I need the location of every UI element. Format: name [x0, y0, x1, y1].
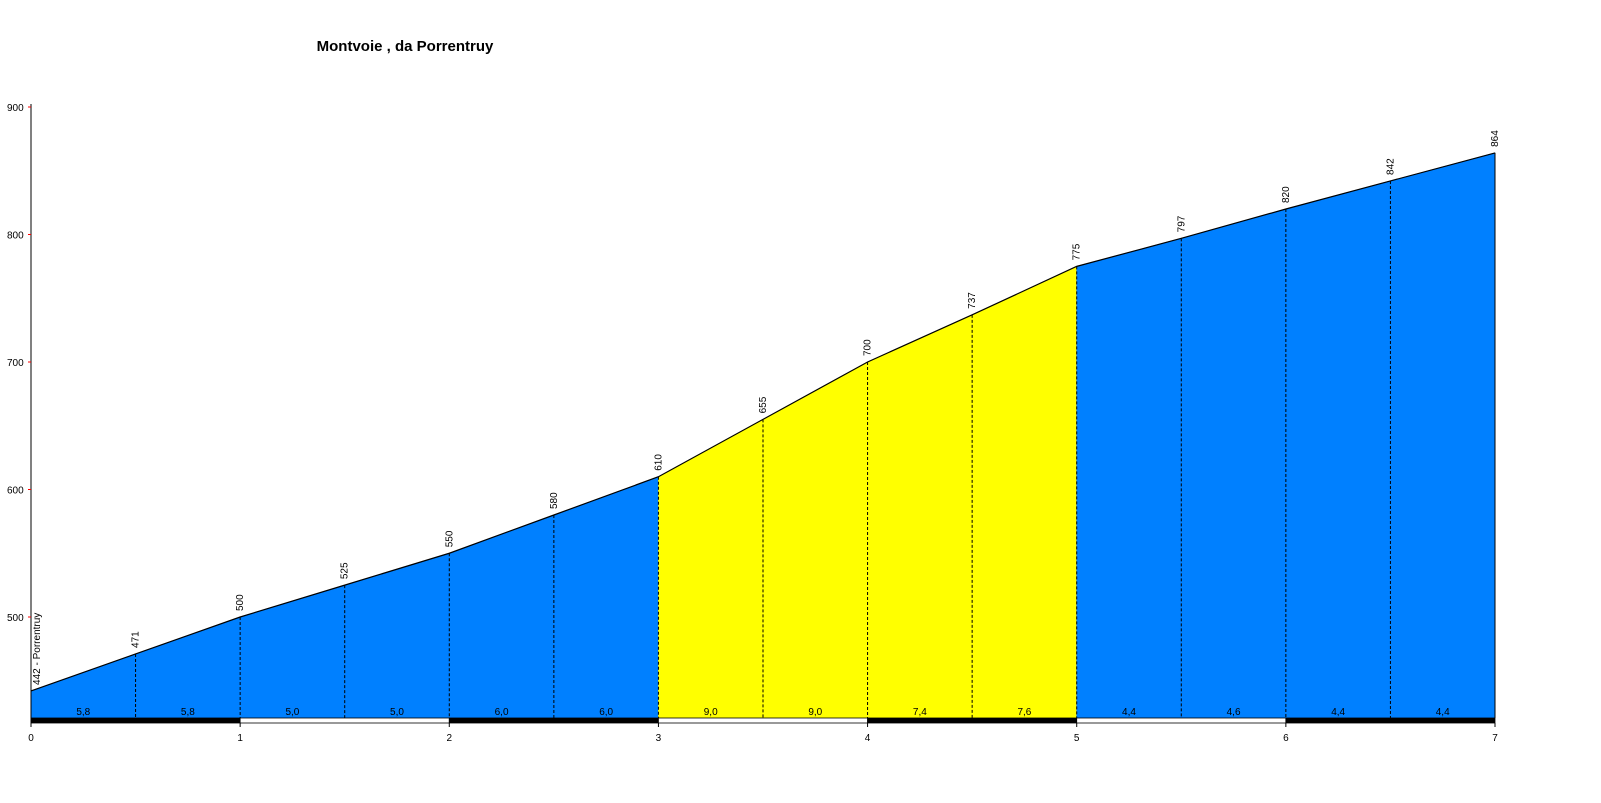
gradient-label: 5,8 — [181, 707, 195, 718]
profile-segment — [448, 514, 555, 719]
y-tick-label: 500 — [7, 613, 24, 624]
elevation-label: 700 — [863, 339, 874, 356]
x-tick-label: 4 — [865, 733, 871, 744]
profile-segment — [135, 616, 241, 719]
profile-segment — [971, 265, 1078, 719]
gradient-label: 7,4 — [913, 707, 927, 718]
elevation-label: 864 — [1490, 130, 1501, 147]
profile-outline — [30, 152, 1496, 692]
km-bar-segment — [448, 717, 659, 724]
y-tick-label: 800 — [7, 231, 24, 242]
gradient-label: 4,4 — [1122, 707, 1136, 718]
profile-segment — [1285, 180, 1391, 719]
y-tick-label: 900 — [7, 103, 24, 114]
elevation-label: 842 — [1385, 158, 1396, 175]
km-bar-segment — [658, 717, 868, 724]
profile-segment — [762, 361, 868, 719]
x-tick-label: 0 — [28, 733, 34, 744]
elevation-label: 775 — [1072, 243, 1083, 260]
segment-dividers — [135, 152, 1496, 718]
profile-segment — [1076, 237, 1182, 719]
gradient-label: 9,0 — [704, 707, 718, 718]
y-tick-label: 600 — [7, 486, 24, 497]
km-bar-segment — [1285, 717, 1496, 724]
elevation-label: 797 — [1176, 215, 1187, 232]
y-tick-label: 700 — [7, 358, 24, 369]
profile-segment — [344, 552, 450, 719]
km-bar-segment — [30, 717, 241, 724]
elevation-label: 580 — [549, 492, 560, 509]
gradient-label: 6,0 — [495, 707, 509, 718]
axes: 500 600 700 800 900 0 1 2 3 4 5 6 7 — [7, 103, 1498, 744]
x-tick-label: 1 — [237, 733, 243, 744]
gradient-label: 4,6 — [1227, 707, 1241, 718]
chart-title: Montvoie , da Porrentruy — [316, 38, 494, 55]
gradient-label: 4,4 — [1331, 707, 1345, 718]
labels: 5,8 5,8 5,0 5,0 6,0 6,0 9,0 9,0 7,4 7,6 4,4 4,6 4,4 4… — [32, 130, 1501, 718]
elevation-label: 610 — [653, 454, 664, 471]
profile-segment — [1390, 152, 1496, 719]
elevation-label: 525 — [340, 562, 351, 579]
km-bar-segment — [1076, 717, 1287, 724]
elevation-label: 471 — [131, 631, 142, 648]
x-tick-label: 7 — [1492, 733, 1498, 744]
km-bar-segment — [867, 717, 1078, 724]
profile-segment — [658, 418, 764, 719]
elevation-label: 550 — [444, 530, 455, 547]
gradient-label: 5,0 — [390, 707, 404, 718]
x-tick-label: 6 — [1283, 733, 1289, 744]
gradient-label: 4,4 — [1436, 707, 1450, 718]
elevation-label: 737 — [967, 292, 978, 309]
elevation-label: 820 — [1281, 186, 1292, 203]
profile-areas — [30, 152, 1496, 719]
elevation-label: 655 — [758, 396, 769, 413]
gradient-label: 5,0 — [285, 707, 299, 718]
gradient-label: 5,8 — [76, 707, 90, 718]
x-tick-label: 3 — [656, 733, 662, 744]
gradient-label: 7,6 — [1017, 707, 1031, 718]
x-tick-label: 5 — [1074, 733, 1080, 744]
profile-segment — [867, 314, 973, 719]
km-bar — [30, 717, 1496, 724]
gradient-label: 9,0 — [808, 707, 822, 718]
x-tick-label: 2 — [447, 733, 453, 744]
start-label: 442 - Porrentruy — [32, 613, 43, 685]
profile-segment — [1180, 208, 1287, 719]
km-bar-segment — [239, 717, 450, 724]
gradient-label: 6,0 — [599, 707, 613, 718]
profile-line — [30, 152, 1496, 692]
profile-segment — [553, 476, 659, 719]
elevation-label: 500 — [235, 594, 246, 611]
profile-segment — [239, 584, 346, 719]
